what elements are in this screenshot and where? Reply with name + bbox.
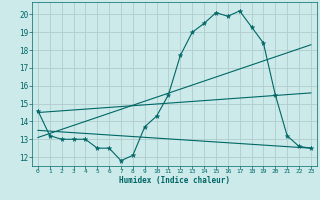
X-axis label: Humidex (Indice chaleur): Humidex (Indice chaleur) (119, 176, 230, 185)
